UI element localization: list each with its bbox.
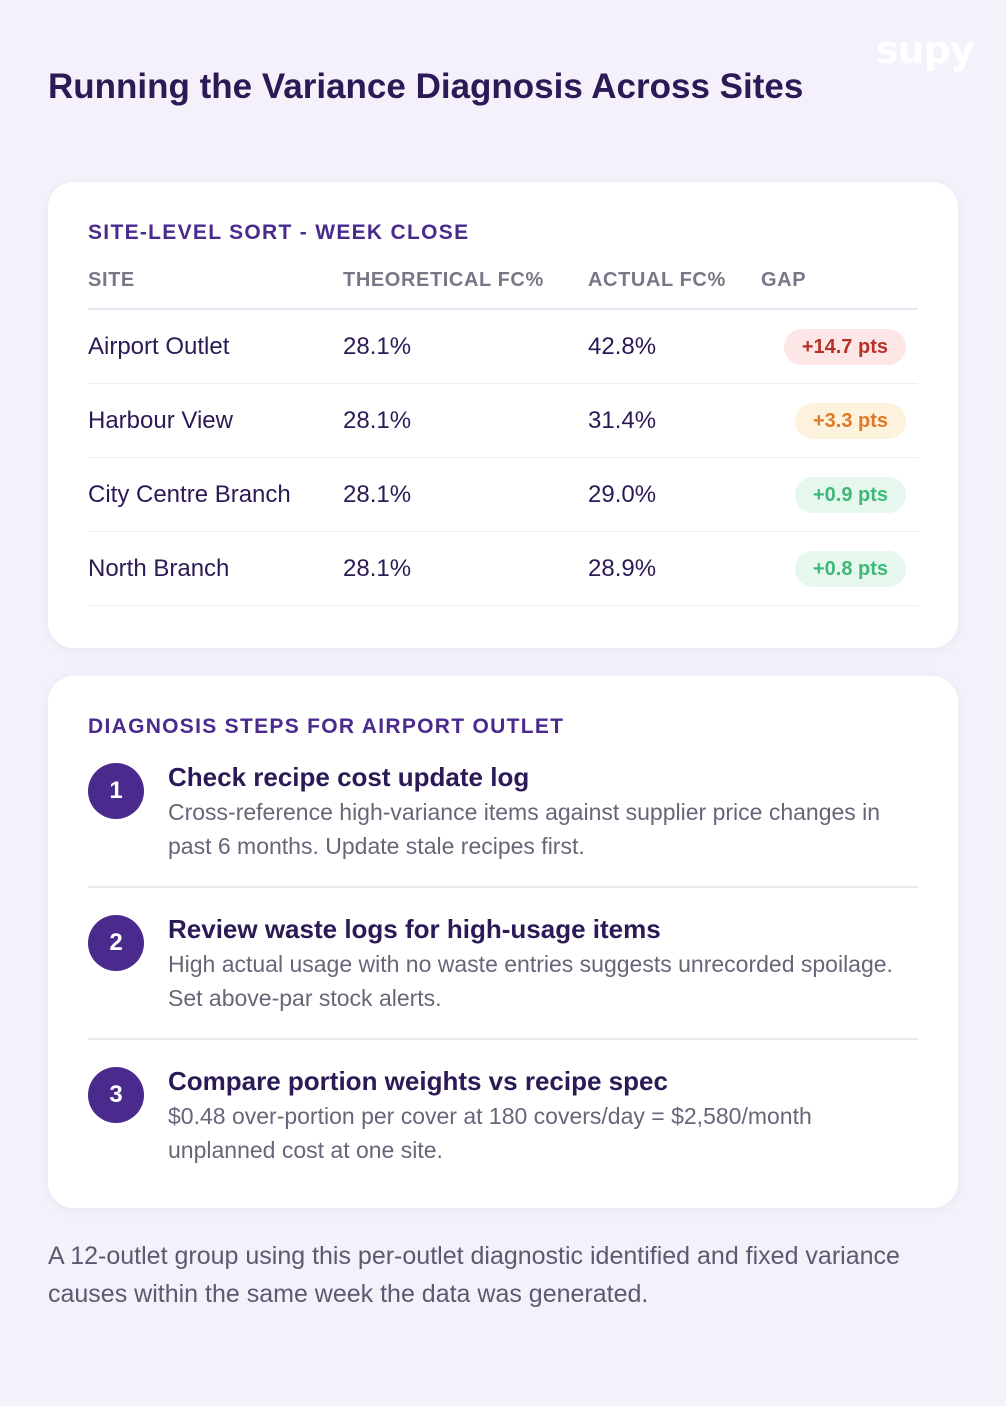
step-number-badge: 3: [88, 1067, 144, 1123]
step-number-badge: 1: [88, 763, 144, 819]
diagnosis-steps-card: DIAGNOSIS STEPS FOR AIRPORT OUTLET 1 Che…: [48, 676, 958, 1208]
actual-fc: 28.9%: [588, 554, 657, 582]
actual-fc: 29.0%: [588, 480, 657, 508]
page-title: Running the Variance Diagnosis Across Si…: [48, 67, 804, 106]
site-variance-table: SITE THEORETICAL FC% ACTUAL FC% GAP Airp…: [88, 266, 918, 606]
gap-cell: +14.7 pts: [761, 328, 918, 365]
supy-logo: supy: [876, 28, 975, 72]
column-header-gap: GAP: [761, 269, 807, 291]
column-header-theoretical: THEORETICAL FC%: [343, 269, 544, 291]
gap-cell: +0.8 pts: [761, 550, 918, 587]
table-row: Airport Outlet 28.1% 42.8% +14.7 pts: [88, 310, 918, 384]
step-title: Review waste logs for high-usage items: [168, 914, 661, 944]
site-name: City Centre Branch: [88, 480, 291, 508]
list-item: 3 Compare portion weights vs recipe spec…: [88, 1040, 918, 1192]
step-title: Compare portion weights vs recipe spec: [168, 1066, 668, 1096]
theoretical-fc: 28.1%: [343, 406, 412, 434]
gap-cell: +3.3 pts: [761, 402, 918, 439]
step-description: Cross-reference high-variance items agai…: [168, 799, 881, 859]
table-row: City Centre Branch 28.1% 29.0% +0.9 pts: [88, 458, 918, 532]
table-row: North Branch 28.1% 28.9% +0.8 pts: [88, 532, 918, 606]
column-header-site: SITE: [88, 269, 135, 291]
table-row: Harbour View 28.1% 31.4% +3.3 pts: [88, 384, 918, 458]
site-name: Harbour View: [88, 406, 233, 434]
actual-fc: 31.4%: [588, 406, 657, 434]
theoretical-fc: 28.1%: [343, 554, 412, 582]
table-header: SITE THEORETICAL FC% ACTUAL FC% GAP: [88, 266, 918, 310]
gap-badge: +0.8 pts: [794, 550, 906, 587]
site-name: North Branch: [88, 554, 230, 582]
actual-fc: 42.8%: [588, 332, 657, 360]
step-description: High actual usage with no waste entries …: [168, 951, 893, 1011]
step-number-badge: 2: [88, 915, 144, 971]
theoretical-fc: 28.1%: [343, 480, 412, 508]
list-item: 2 Review waste logs for high-usage items…: [88, 888, 918, 1040]
footer-note: A 12-outlet group using this per-outlet …: [48, 1242, 900, 1308]
site-sort-heading: SITE-LEVEL SORT - WEEK CLOSE: [88, 221, 470, 244]
gap-cell: +0.9 pts: [761, 476, 918, 513]
diagnosis-steps-heading: DIAGNOSIS STEPS FOR AIRPORT OUTLET: [88, 715, 565, 738]
steps-list: 1 Check recipe cost update log Cross-ref…: [88, 760, 918, 1192]
gap-badge: +14.7 pts: [783, 328, 906, 365]
gap-badge: +0.9 pts: [794, 476, 906, 513]
step-description: $0.48 over-portion per cover at 180 cove…: [168, 1103, 812, 1163]
column-header-actual: ACTUAL FC%: [588, 269, 726, 291]
site-name: Airport Outlet: [88, 332, 230, 360]
list-item: 1 Check recipe cost update log Cross-ref…: [88, 760, 918, 888]
step-title: Check recipe cost update log: [168, 762, 530, 792]
gap-badge: +3.3 pts: [794, 402, 906, 439]
theoretical-fc: 28.1%: [343, 332, 412, 360]
site-level-sort-card: SITE-LEVEL SORT - WEEK CLOSE SITE THEORE…: [48, 182, 958, 648]
